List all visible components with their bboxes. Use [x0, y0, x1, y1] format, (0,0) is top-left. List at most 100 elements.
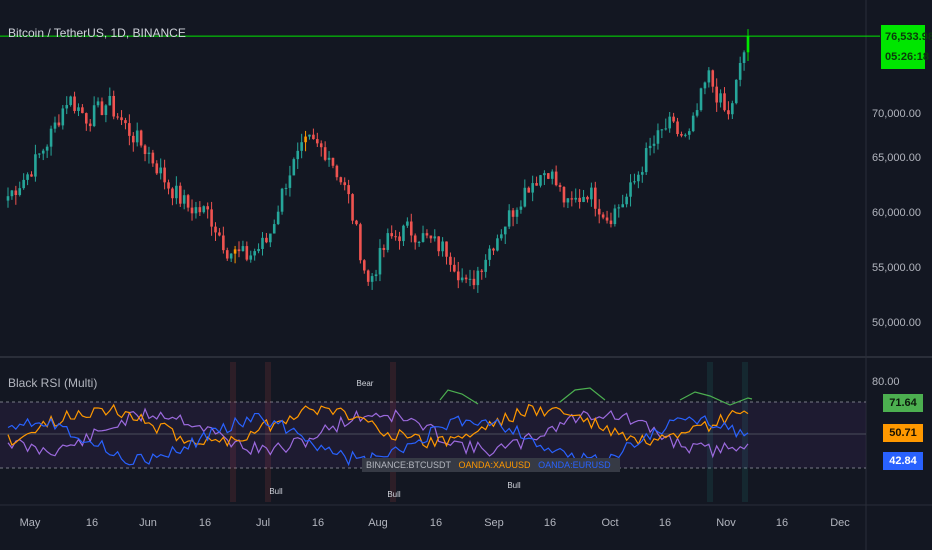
candle-body	[53, 122, 57, 129]
candle-countdown: 05:26:18	[885, 51, 930, 63]
candle-body	[460, 277, 464, 281]
candle-body	[186, 195, 190, 208]
candle-body	[249, 255, 253, 260]
candle-body	[167, 182, 170, 189]
candle-body	[449, 256, 452, 265]
candle-body	[135, 130, 139, 143]
candle-body	[558, 185, 562, 187]
candle-body	[488, 248, 491, 260]
candle-body	[406, 221, 409, 226]
candle-body	[81, 107, 84, 114]
candle-body	[660, 129, 664, 131]
candle-body	[605, 217, 609, 221]
candle-body	[656, 130, 660, 144]
candle-body	[229, 253, 233, 259]
candle-body	[116, 116, 119, 118]
candle-body	[171, 188, 174, 199]
candle-body	[85, 113, 88, 124]
candle-body	[695, 110, 699, 116]
candle-body	[574, 197, 578, 200]
candle-body	[703, 82, 707, 89]
candle-body	[586, 196, 589, 200]
rsi-line-blue	[7, 412, 749, 468]
candle-body	[120, 117, 123, 121]
candle-body	[429, 235, 433, 239]
candle-body	[237, 249, 241, 252]
candle-body	[433, 236, 437, 239]
candle-body	[139, 130, 143, 146]
candle-body	[163, 167, 166, 183]
candle-body	[124, 120, 127, 124]
candle-body	[523, 187, 527, 207]
candle-body	[73, 96, 76, 111]
bull-signal-label: Bull	[269, 487, 283, 496]
price-axis-label: 60,000.00	[872, 207, 921, 219]
candle-body	[617, 207, 621, 209]
rsi-value-green: 71.64	[883, 394, 923, 412]
candle-body	[233, 249, 237, 254]
candle-body	[680, 134, 683, 136]
candle-body	[648, 145, 652, 149]
rsi-line-green	[439, 389, 479, 405]
candle-body	[468, 278, 472, 280]
rsi-line-green	[679, 391, 753, 406]
rsi-axis-label: 80.00	[872, 376, 900, 388]
rsi-indicator-title[interactable]: Black RSI (Multi)	[8, 376, 98, 390]
candle-body	[355, 220, 358, 225]
candle-body	[296, 150, 300, 160]
candle-body	[327, 157, 331, 160]
candle-body	[464, 277, 468, 280]
candle-body	[276, 211, 280, 225]
candle-body	[194, 207, 198, 214]
candle-body	[362, 260, 366, 271]
candle-body	[214, 226, 217, 233]
candle-body	[637, 174, 640, 182]
candle-body	[69, 96, 72, 106]
candle-body	[202, 206, 206, 213]
candle-body	[57, 122, 61, 126]
candle-body	[92, 105, 96, 127]
candle-body	[386, 233, 390, 250]
candle-body	[633, 181, 636, 183]
price-axis-label: 55,000.00	[872, 262, 921, 274]
candle-body	[88, 123, 92, 127]
candle-body	[131, 135, 135, 143]
price-axis-label: 65,000.00	[872, 152, 921, 164]
candle-body	[284, 187, 288, 189]
candle-body	[374, 274, 378, 277]
candle-body	[554, 171, 558, 186]
candle-body	[550, 171, 554, 179]
candle-body	[715, 86, 718, 103]
candle-body	[331, 157, 335, 166]
candle-body	[308, 134, 311, 137]
candle-body	[672, 116, 675, 122]
candle-body	[257, 248, 260, 252]
candle-body	[507, 210, 511, 227]
candle-body	[664, 128, 668, 130]
candle-body	[727, 110, 730, 115]
rsi-line-purple	[7, 407, 749, 459]
candle-body	[719, 93, 722, 103]
candle-body	[547, 173, 550, 179]
signal-highlight	[707, 362, 713, 502]
candle-body	[241, 246, 245, 252]
signal-highlight	[230, 362, 236, 502]
current-price-badge: 76,533.98 05:26:18	[881, 25, 932, 69]
candle-body	[531, 183, 534, 193]
candle-body	[45, 146, 49, 151]
candle-body	[159, 167, 162, 174]
time-axis-label: 16	[775, 517, 789, 529]
candle-body	[272, 224, 276, 234]
signal-highlight	[742, 362, 748, 502]
candle-body	[261, 237, 264, 249]
candle-body	[535, 183, 538, 186]
candle-body	[147, 152, 151, 155]
candle-body	[539, 175, 542, 186]
candle-body	[519, 206, 523, 210]
candle-body	[566, 198, 570, 203]
candle-body	[22, 179, 25, 189]
time-axis-label: Oct	[601, 517, 619, 529]
candle-body	[511, 210, 515, 217]
legend-item-btc: BINANCE:BTCUSDT	[366, 460, 452, 470]
